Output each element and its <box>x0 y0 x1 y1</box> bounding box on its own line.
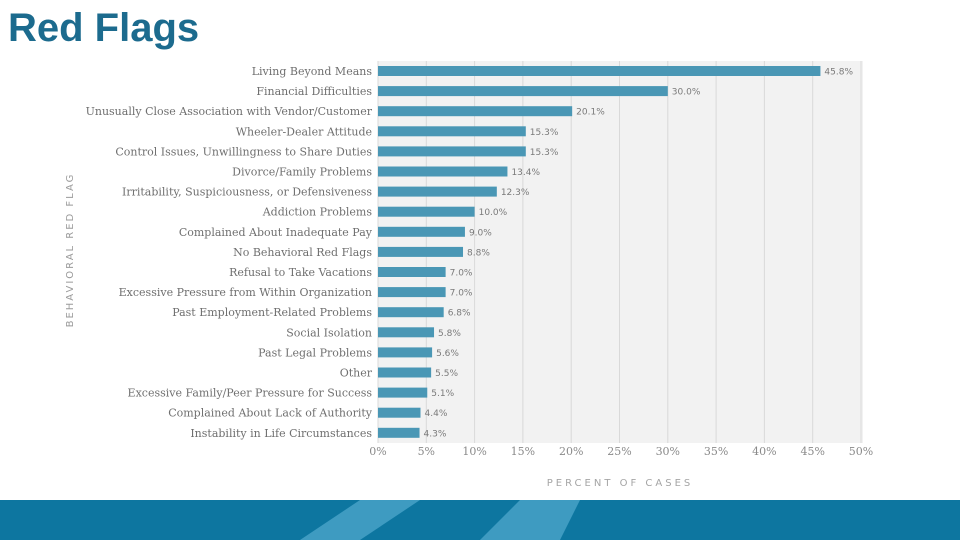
x-tick-label: 10% <box>462 445 486 458</box>
x-tick-label: 45% <box>800 445 824 458</box>
footer-dark-band <box>0 500 960 540</box>
x-tick-label: 30% <box>656 445 680 458</box>
bar <box>378 427 420 438</box>
category-label: Financial Difficulties <box>256 85 372 98</box>
value-label: 5.5% <box>435 369 458 379</box>
value-label: 8.8% <box>467 248 490 258</box>
value-labels: 45.8% 30.0% 20.1% 15.3% 15.3% 13.4% 12.3% 10.0%… <box>424 68 854 440</box>
bar <box>378 66 821 76</box>
category-label: Past Employment-Related Problems <box>172 306 372 319</box>
bar <box>378 407 421 418</box>
category-label: Other <box>340 367 373 380</box>
bar <box>378 186 497 197</box>
category-label: Addiction Problems <box>262 206 373 219</box>
bar <box>378 327 435 338</box>
value-label: 4.4% <box>425 409 448 419</box>
category-label: Complained About Lack of Authority <box>168 407 373 420</box>
category-label: Unusually Close Association with Vendor/… <box>86 105 373 118</box>
category-labels: Living Beyond Means Financial Difficultie… <box>86 65 373 440</box>
category-label: Wheeler-Dealer Attitude <box>236 125 372 138</box>
value-label: 10.0% <box>479 208 508 218</box>
x-tick-label: 50% <box>849 445 873 458</box>
x-tick-label: 15% <box>511 445 535 458</box>
category-label: Irritability, Suspiciousness, or Defensi… <box>122 186 372 199</box>
x-tick-label: 40% <box>752 445 776 458</box>
value-label: 20.1% <box>576 108 605 118</box>
category-label: Excessive Pressure from Within Organizat… <box>119 286 372 299</box>
value-label: 5.6% <box>436 349 459 359</box>
bar-chart: Living Beyond Means Financial Difficultie… <box>65 61 873 489</box>
footer-light-stripe <box>300 500 420 540</box>
value-label: 7.0% <box>450 269 473 279</box>
bar <box>378 106 573 117</box>
value-label: 13.4% <box>511 168 540 178</box>
category-label: Control Issues, Unwillingness to Share D… <box>115 145 372 158</box>
value-label: 5.1% <box>431 389 454 399</box>
footer-light-stripe-2 <box>480 500 580 540</box>
slide-title: Red Flags <box>8 6 200 50</box>
category-label: No Behavioral Red Flags <box>233 246 372 259</box>
bar <box>378 126 526 137</box>
category-label: Divorce/Family Problems <box>232 166 372 179</box>
bar <box>378 347 433 358</box>
x-tick-label: 5% <box>418 445 435 458</box>
x-tick-labels: 0% 5% 10% 15% 20% 25% 30% 35% 40% 45% 50% <box>369 445 873 458</box>
category-label: Refusal to Take Vacations <box>229 266 372 279</box>
bar <box>378 267 446 277</box>
value-label: 45.8% <box>824 68 853 78</box>
bar <box>378 246 464 257</box>
value-label: 30.0% <box>672 88 701 98</box>
bar <box>378 206 475 217</box>
category-label: Past Legal Problems <box>258 346 372 359</box>
bar <box>378 86 668 97</box>
x-tick-label: 20% <box>559 445 583 458</box>
category-label: Social Isolation <box>286 326 372 339</box>
bar <box>378 367 432 378</box>
category-label: Complained About Inadequate Pay <box>179 226 373 239</box>
bar <box>378 146 526 157</box>
bar <box>378 166 508 177</box>
bar <box>378 307 444 318</box>
gridlines <box>377 61 862 443</box>
footer-band <box>0 500 960 540</box>
x-tick-label: 0% <box>369 445 386 458</box>
bar <box>378 387 428 398</box>
value-label: 9.0% <box>469 228 492 238</box>
value-label: 5.8% <box>438 329 461 339</box>
value-label: 7.0% <box>450 289 473 299</box>
bars <box>378 66 821 438</box>
bar <box>378 287 446 298</box>
value-label: 4.3% <box>424 429 447 439</box>
value-label: 6.8% <box>448 309 471 319</box>
x-axis-label: PERCENT OF CASES <box>547 478 694 489</box>
value-label: 12.3% <box>501 188 530 198</box>
y-axis-label: BEHAVIORAL RED FLAG <box>65 173 76 328</box>
category-label: Living Beyond Means <box>252 65 373 78</box>
value-label: 15.3% <box>530 148 559 158</box>
category-label: Instability in Life Circumstances <box>190 427 372 440</box>
x-tick-label: 35% <box>704 445 728 458</box>
category-label: Excessive Family/Peer Pressure for Succe… <box>128 387 373 400</box>
x-tick-label: 25% <box>607 445 631 458</box>
bar <box>378 226 465 237</box>
value-label: 15.3% <box>530 128 559 138</box>
